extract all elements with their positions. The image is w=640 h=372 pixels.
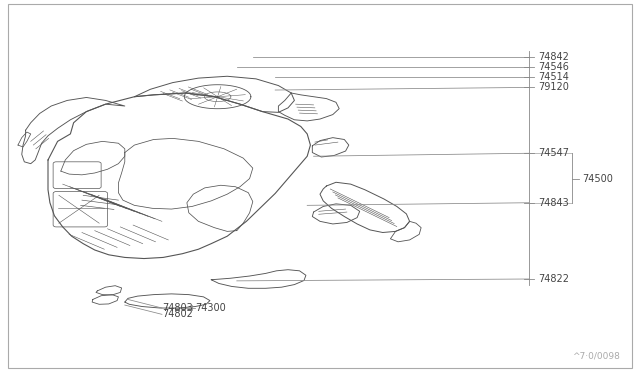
Text: 74802: 74802 [162,310,193,319]
Text: 74803: 74803 [162,303,193,313]
Text: 74300: 74300 [195,303,226,313]
Text: 74500: 74500 [582,174,612,183]
Text: 74546: 74546 [538,62,569,72]
Text: 74822: 74822 [538,274,569,284]
Text: 79120: 79120 [538,83,569,92]
Text: 74514: 74514 [538,72,569,82]
Text: 74547: 74547 [538,148,569,158]
Text: ^7·0/0098: ^7·0/0098 [572,351,620,360]
Text: 74842: 74842 [538,52,569,61]
Text: 74843: 74843 [538,198,569,208]
